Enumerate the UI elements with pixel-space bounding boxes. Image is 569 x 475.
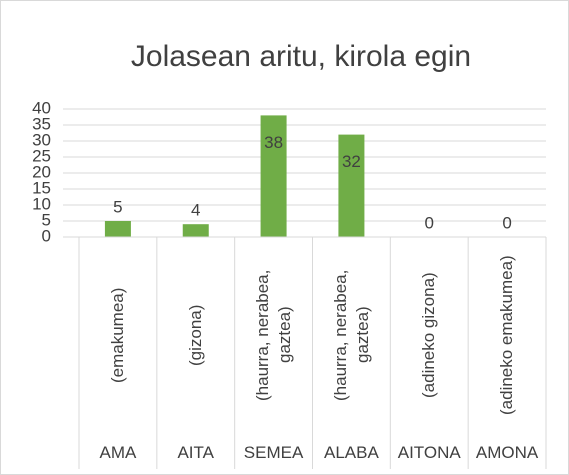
bar — [104, 221, 131, 237]
y-tick-label: 35 — [32, 114, 51, 133]
subcategory-label: (emakumea) — [107, 287, 127, 383]
subcategory-label: (gizona) — [185, 304, 205, 366]
category-label: ALABA — [324, 443, 379, 462]
category-label: AMONA — [475, 443, 539, 462]
y-tick-label: 5 — [42, 210, 51, 229]
category-label: AITA — [177, 443, 214, 462]
data-label: 4 — [191, 201, 200, 220]
y-tick-label: 30 — [32, 130, 51, 149]
y-tick-label: 25 — [32, 146, 51, 165]
category-label: AITONA — [397, 443, 461, 462]
bar — [338, 134, 365, 237]
data-label: 0 — [502, 213, 511, 232]
bar — [182, 224, 209, 237]
subcategory-label: (haurra, nerabea, gaztea) — [330, 269, 372, 401]
subcategory-label: (haurra, nerabea, gaztea) — [252, 269, 294, 401]
y-tick-label: 15 — [32, 178, 51, 197]
data-label: 0 — [425, 213, 434, 232]
y-tick-label: 20 — [32, 162, 51, 181]
category-label: SEMEA — [243, 443, 304, 462]
y-tick-label: 40 — [32, 98, 51, 117]
data-label: 5 — [113, 197, 122, 216]
subcategory-label: (adineko emakumea) — [497, 255, 517, 415]
y-tick-label: 0 — [42, 226, 51, 245]
subcategory-label: (adineko gizona) — [419, 272, 439, 398]
category-label: AMA — [99, 443, 137, 462]
bar — [260, 115, 287, 237]
data-label: 32 — [342, 152, 361, 171]
chart-title: Jolasean aritu, kirola egin — [131, 40, 471, 73]
data-label: 38 — [264, 133, 283, 152]
y-tick-label: 10 — [32, 194, 51, 213]
